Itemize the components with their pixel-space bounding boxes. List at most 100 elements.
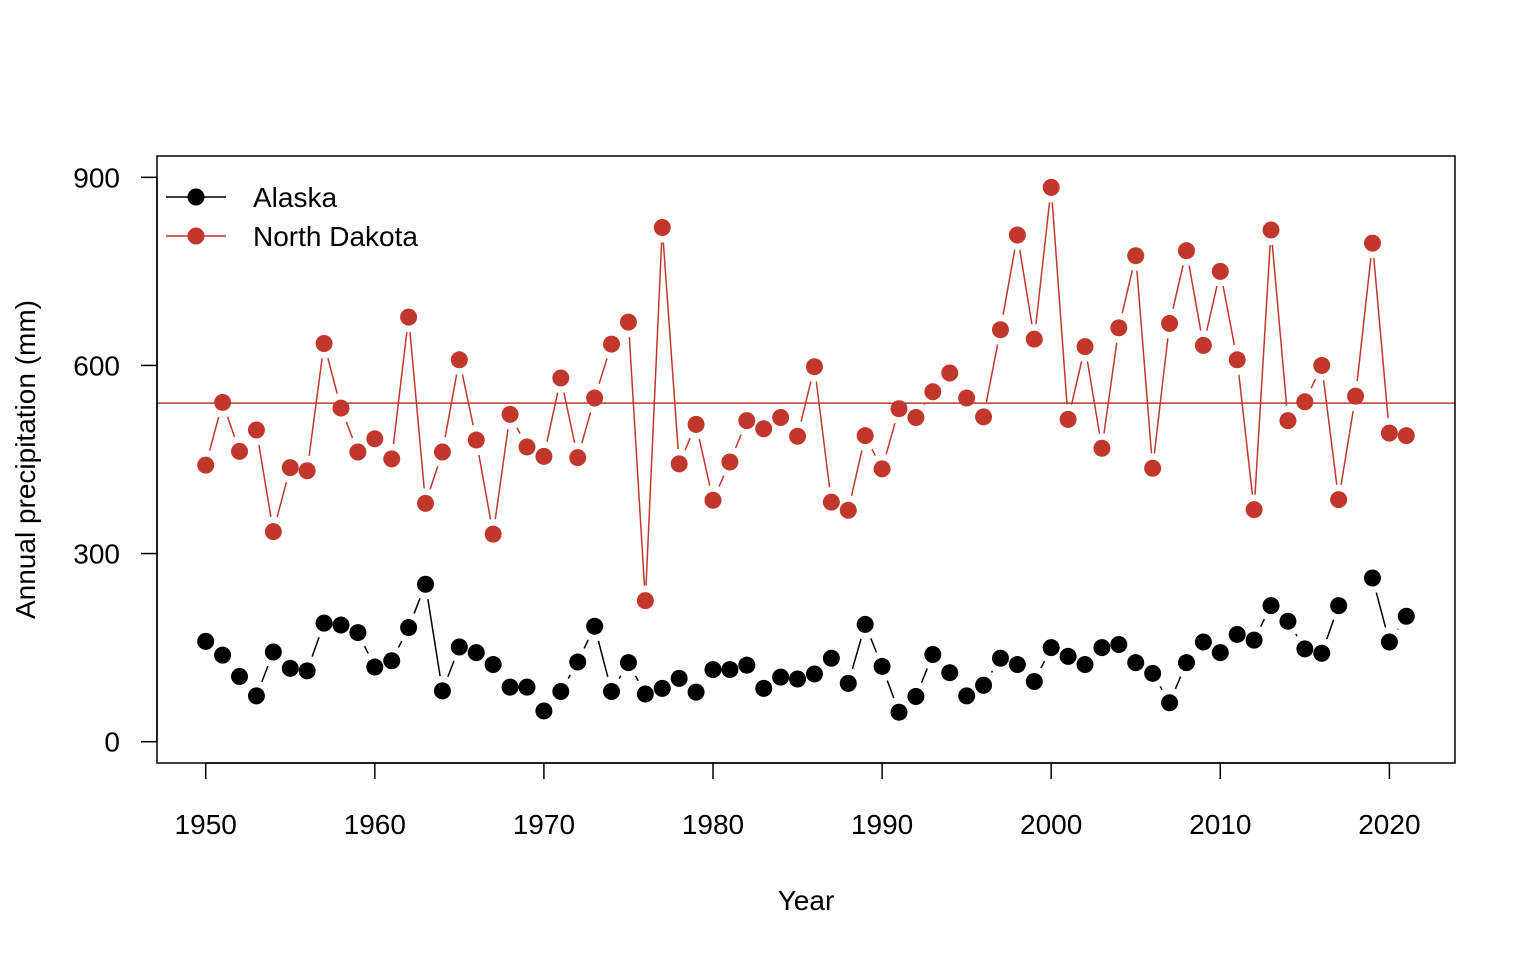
alaska-point <box>197 632 215 650</box>
north-dakota-point <box>1093 439 1111 457</box>
alaska-point <box>856 615 874 633</box>
alaska-point <box>1093 639 1111 657</box>
alaska-point <box>653 679 671 697</box>
north-dakota-point <box>1330 491 1348 509</box>
north-dakota-line-segment <box>1222 285 1236 346</box>
north-dakota-line-segment <box>1172 265 1184 309</box>
north-dakota-line-segment <box>1356 257 1372 382</box>
alaska-line-segment <box>1174 676 1182 690</box>
alaska-point <box>805 665 823 683</box>
north-dakota-line-segment <box>598 358 608 384</box>
north-dakota-point <box>281 459 299 477</box>
y-tick-label: 0 <box>104 727 120 758</box>
north-dakota-point <box>1127 247 1145 265</box>
alaska-point <box>1211 644 1229 662</box>
north-dakota-line-segment <box>208 416 220 451</box>
north-dakota-line-segment <box>1205 285 1218 331</box>
north-dakota-point <box>552 369 570 387</box>
north-dakota-point <box>704 491 722 509</box>
alaska-point <box>1008 656 1026 674</box>
north-dakota-point <box>670 455 688 473</box>
alaska-point <box>450 638 468 656</box>
north-dakota-point <box>298 462 316 480</box>
alaska-point <box>433 682 451 700</box>
alaska-point <box>670 669 688 687</box>
alaska-point <box>1363 569 1381 587</box>
alaska-point <box>636 685 654 703</box>
x-tick-label: 1980 <box>682 809 744 840</box>
north-dakota-point <box>687 415 705 433</box>
alaska-point <box>975 676 993 694</box>
north-dakota-line-segment <box>546 392 559 442</box>
y-axis-label: Annual precipitation (mm) <box>10 300 41 619</box>
north-dakota-line-segment <box>429 465 439 490</box>
alaska-point <box>1076 656 1094 674</box>
x-tick-label: 1990 <box>851 809 913 840</box>
north-dakota-point <box>1296 393 1314 411</box>
alaska-point <box>214 646 232 664</box>
north-dakota-point <box>501 405 519 423</box>
north-dakota-line-segment <box>1136 270 1153 454</box>
alaska-point <box>231 667 249 685</box>
north-dakota-point <box>1279 412 1297 430</box>
alaska-point <box>247 687 265 705</box>
alaska-point <box>1025 672 1043 690</box>
north-dakota-point <box>822 493 840 511</box>
alaska-point <box>738 656 756 674</box>
north-dakota-point <box>518 438 536 456</box>
north-dakota-point <box>941 364 959 382</box>
alaska-point <box>1059 647 1077 665</box>
alaska-point <box>1262 597 1280 615</box>
alaska-line-segment <box>618 675 622 679</box>
alaska-point <box>1144 664 1162 682</box>
alaska-line-segment <box>1040 660 1046 669</box>
north-dakota-line-segment <box>1322 380 1338 485</box>
north-dakota-point <box>535 447 553 465</box>
north-dakota-point <box>1008 226 1026 244</box>
alaska-point <box>1228 625 1246 643</box>
alaska-point <box>1330 597 1348 615</box>
north-dakota-line-segment <box>494 429 509 520</box>
north-dakota-line-segment <box>1035 202 1051 325</box>
alaska-point <box>1177 654 1195 672</box>
north-dakota-line-segment <box>516 427 521 434</box>
alaska-point <box>315 614 333 632</box>
north-dakota-line-segment <box>718 475 725 487</box>
alaska-point <box>535 702 553 720</box>
alaska-point <box>1110 635 1128 653</box>
north-dakota-line-segment <box>444 374 458 438</box>
north-dakota-line-segment <box>1051 202 1068 405</box>
alaska-point <box>958 687 976 705</box>
north-dakota-point <box>231 442 249 460</box>
alaska-line-segment <box>1159 685 1163 691</box>
north-dakota-point <box>738 412 756 430</box>
north-dakota-point <box>1397 427 1415 445</box>
alaska-point <box>264 643 282 661</box>
north-dakota-point <box>873 460 891 478</box>
alaska-point <box>586 617 604 635</box>
north-dakota-line-segment <box>563 392 576 444</box>
north-dakota-point <box>924 383 942 401</box>
alaska-line-segment <box>1295 633 1298 637</box>
alaska-point <box>298 662 316 680</box>
north-dakota-line-segment <box>1086 361 1101 434</box>
y-tick-label: 600 <box>73 350 120 381</box>
x-tick-label: 1950 <box>175 809 237 840</box>
north-dakota-line-segment <box>1271 244 1288 406</box>
alaska-point <box>822 649 840 667</box>
north-dakota-line-segment <box>345 421 354 439</box>
alaska-point <box>1397 607 1415 625</box>
north-dakota-line-segment <box>1238 374 1254 495</box>
north-dakota-point <box>1025 330 1043 348</box>
alaska-line-segment <box>851 638 862 670</box>
north-dakota-line-segment <box>581 412 592 444</box>
alaska-point <box>603 683 621 701</box>
alaska-point <box>1042 639 1060 657</box>
alaska-point <box>467 644 485 662</box>
north-dakota-point <box>721 453 739 471</box>
north-dakota-line-segment <box>1310 378 1317 389</box>
north-dakota-point <box>197 456 215 474</box>
alaska-point <box>924 646 942 664</box>
alaska-point <box>569 653 587 671</box>
